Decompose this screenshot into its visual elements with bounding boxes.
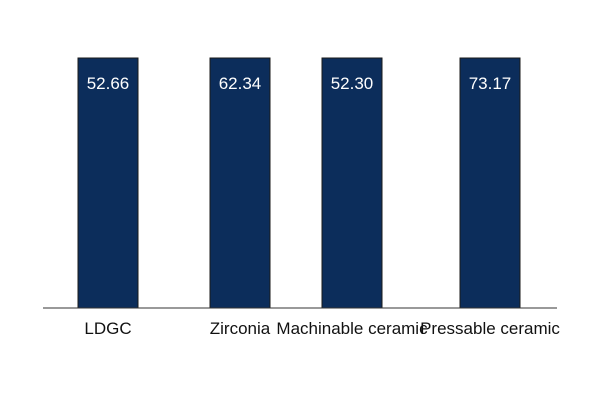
- category-label-pressable-ceramic: Pressable ceramic: [420, 319, 560, 338]
- bar-zirconia: [209, 57, 271, 309]
- labels-layer: LDGC Zirconia Machinable ceramicPressable …: [84, 319, 560, 338]
- bar-value-label: 73.17: [469, 74, 512, 93]
- bars-layer: 52.66 62.34 52.30 73.17: [77, 57, 521, 309]
- bar-machinable-ceramic: [321, 57, 383, 309]
- bar-ldgc: [77, 57, 139, 309]
- bar-value-label: 62.34: [219, 74, 262, 93]
- category-label-ldgc: LDGC: [84, 319, 131, 338]
- category-label-machinable-ceramic: Machinable ceramic: [276, 319, 428, 338]
- bar-value-label: 52.30: [331, 74, 374, 93]
- bar-value-label: 52.66: [87, 74, 130, 93]
- category-label-zirconia: Zirconia: [210, 319, 271, 338]
- bar-pressable-ceramic: [459, 57, 521, 309]
